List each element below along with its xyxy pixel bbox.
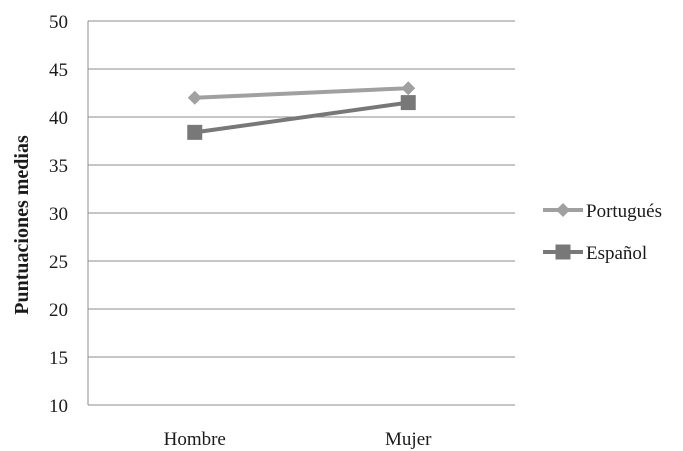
legend-label: Español — [586, 243, 647, 264]
gridlines — [88, 20, 515, 406]
x-tick-label: Hombre — [164, 429, 226, 450]
diamond-marker-icon — [556, 203, 570, 217]
data-point — [187, 124, 203, 140]
y-axis-title: Puntuaciones medias — [11, 135, 33, 315]
y-tick-label: 15 — [49, 348, 68, 369]
legend-item: Portugués — [543, 201, 662, 222]
y-tick-label: 25 — [49, 252, 68, 273]
x-axis-tick-labels: Hombre Mujer — [164, 429, 433, 450]
x-tick-label: Mujer — [385, 429, 432, 450]
data-point — [400, 95, 416, 111]
series-line — [194, 86, 409, 100]
series-portugues — [187, 81, 416, 105]
data-point — [187, 90, 202, 105]
y-tick-label: 10 — [49, 396, 68, 417]
legend-item: Español — [543, 243, 647, 264]
y-axis-tick-labels: 10 15 20 25 30 35 40 45 50 — [49, 12, 68, 417]
legend: Portugués Español — [543, 201, 662, 264]
y-tick-label: 20 — [49, 300, 68, 321]
y-tick-label: 30 — [49, 204, 68, 225]
square-marker-icon — [555, 244, 571, 260]
y-tick-label: 35 — [49, 156, 68, 177]
legend-label: Portugués — [586, 201, 662, 222]
series-espanol — [187, 95, 416, 140]
y-tick-label: 45 — [49, 60, 68, 81]
y-tick-label: 50 — [49, 12, 68, 33]
data-series — [187, 81, 416, 140]
series-line — [194, 100, 409, 135]
data-point — [401, 81, 416, 96]
y-tick-label: 40 — [49, 108, 68, 129]
